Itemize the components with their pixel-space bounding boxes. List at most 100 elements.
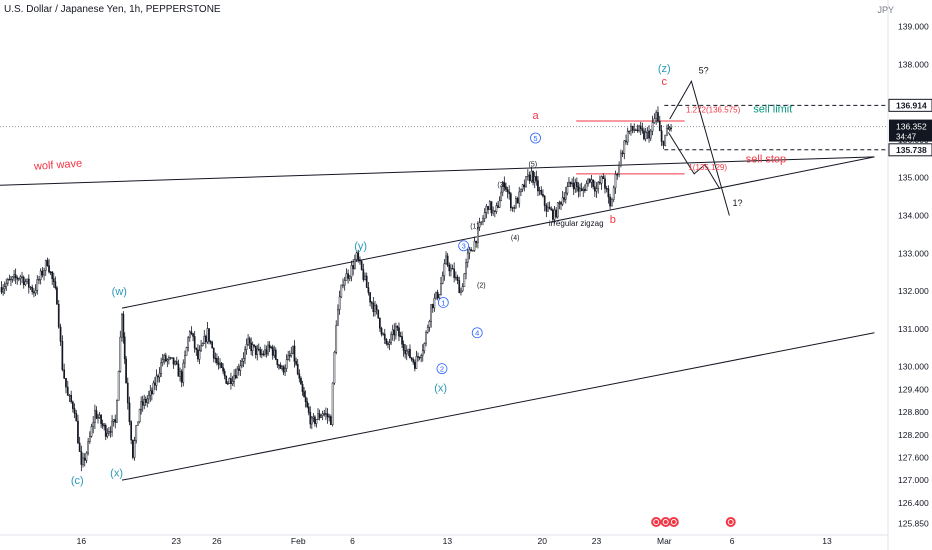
candle-body [521,184,524,190]
price-tick-label: 127.000 [898,475,929,485]
candle-body [668,127,671,130]
candle-body [298,373,301,379]
candle-body [445,255,447,264]
candle-body [375,305,378,311]
candle-body [114,419,117,423]
candle-body [568,181,570,187]
candle-body [398,327,400,337]
label-b-red: b [610,214,616,226]
candle-body [320,415,322,418]
candle-body [660,130,663,142]
candle-body [137,421,139,426]
candle-body [420,355,423,358]
candle-body [239,365,242,371]
candle-body [526,174,529,177]
candle-body [315,419,318,424]
event-icon-dot [668,517,679,527]
candle-body [284,368,286,373]
candle-body [14,274,17,278]
candle-body [326,413,329,418]
candle-body [201,343,204,346]
candle-body [146,398,149,403]
candle-body [614,174,617,189]
candle-body [648,130,650,139]
candle-body [22,276,25,286]
candle-body [172,357,175,365]
candle-body [417,356,419,358]
candle-body [638,125,640,132]
candle-body [200,345,202,351]
candle-body [237,368,240,371]
candle-body [70,395,73,403]
candle-body [34,290,37,294]
candle-body [155,375,158,386]
candle-body [158,373,161,378]
candle-body [592,179,594,187]
label-sell-stop: sell stop [746,154,786,166]
candle-body [248,338,251,344]
candle-body [430,304,432,322]
candle-body [558,202,561,204]
event-icon [668,517,679,527]
candle-body [3,286,6,290]
candle-body [357,252,360,260]
circle-label: 1 [441,298,445,307]
candle-body [485,206,488,213]
candle-body [230,378,232,384]
candle-body [556,202,559,218]
candle-body [192,333,194,337]
candle-body [13,274,15,278]
price-badge-value: 136.352 [896,122,927,132]
candle-body [623,140,626,154]
candle-body [206,328,209,343]
candle-body [364,275,366,280]
candle-body [21,276,23,278]
lower-channel-line [121,332,875,481]
candle-body [187,337,190,348]
candle-body [369,292,371,303]
time-tick-label: 26 [212,536,222,546]
candle-body [214,357,217,360]
candle-body [451,268,454,270]
candle-body [563,197,566,200]
candle-body [399,335,402,338]
label-y: (y) [354,241,367,253]
candle-body [345,273,348,281]
candle-body [465,262,467,275]
candle-body [572,182,575,190]
upper-channel-line [121,156,875,309]
candle-body [154,382,156,386]
candle-body [390,334,392,343]
candle-body [174,361,177,365]
event-icon-ring [662,519,669,525]
candle-body [436,291,439,299]
price-badge-bg [888,98,932,112]
candle-body [135,425,138,441]
candle-body [480,221,483,224]
candle-body [516,198,519,204]
candle-body [418,357,421,359]
candle-body [296,363,299,375]
candle-body [8,279,11,281]
candle-body [184,355,186,364]
candle-body [505,186,507,190]
candle-body [355,252,358,260]
candle-body [208,328,210,342]
candle-body [304,396,307,402]
candle-body [482,218,484,222]
candle-body [226,383,229,385]
candle-body [85,452,88,461]
candle-body [498,200,501,208]
candle-body [620,152,622,166]
candle-body [362,269,365,280]
candle-body [350,265,353,278]
candle-body [106,432,109,437]
candle-body [644,132,647,140]
price-badge-bg [888,143,932,157]
circle-label: 4 [475,329,479,338]
candle-body [95,410,98,419]
candle-body [466,252,469,263]
candle-body [667,127,670,130]
event-icon-ring [670,519,677,525]
